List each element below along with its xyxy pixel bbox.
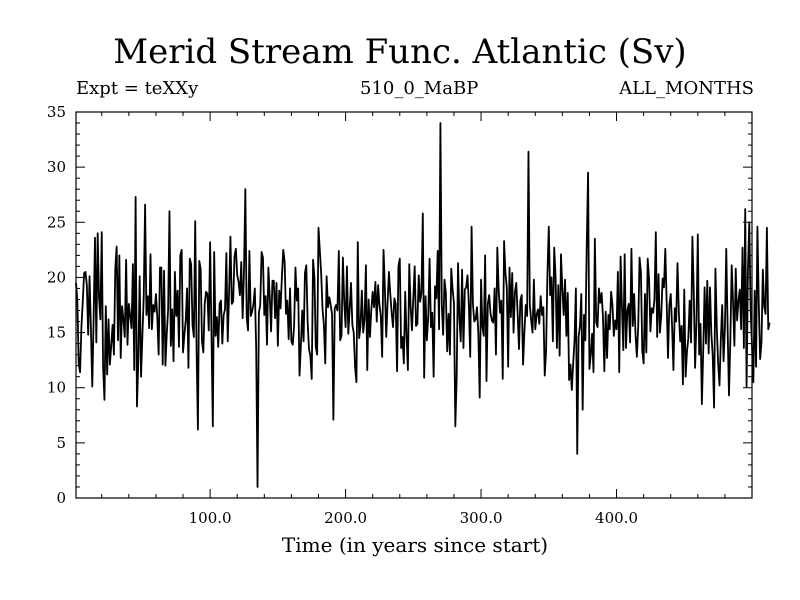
y-tick-label: 15 <box>47 324 66 342</box>
x-tick-label: 200.0 <box>324 509 367 527</box>
y-tick-label: 0 <box>56 489 66 507</box>
series-line <box>75 122 771 488</box>
plot-frame <box>75 111 753 499</box>
tick-marks <box>76 111 752 499</box>
period-label: 510_0_MaBP <box>360 78 479 99</box>
x-tick-label: 100.0 <box>189 509 232 527</box>
y-tick-label: 5 <box>56 434 66 452</box>
y-tick-label: 10 <box>47 379 66 397</box>
x-axis-label: Time (in years since start) <box>281 533 549 557</box>
y-tick-label: 20 <box>47 268 66 286</box>
y-tick-labels: 0 5 10 15 20 25 30 35 <box>47 103 66 507</box>
experiment-label: Expt = teXXy <box>76 78 199 99</box>
y-tick-label: 25 <box>47 213 66 231</box>
y-tick-label: 35 <box>47 103 66 121</box>
x-tick-labels: 100.0 200.0 300.0 400.0 <box>189 509 638 527</box>
y-tick-label: 30 <box>47 158 66 176</box>
months-label: ALL_MONTHS <box>619 78 754 99</box>
x-tick-label: 300.0 <box>460 509 503 527</box>
chart-title: Merid Stream Func. Atlantic (Sv) <box>113 32 687 72</box>
x-tick-label: 400.0 <box>595 509 638 527</box>
